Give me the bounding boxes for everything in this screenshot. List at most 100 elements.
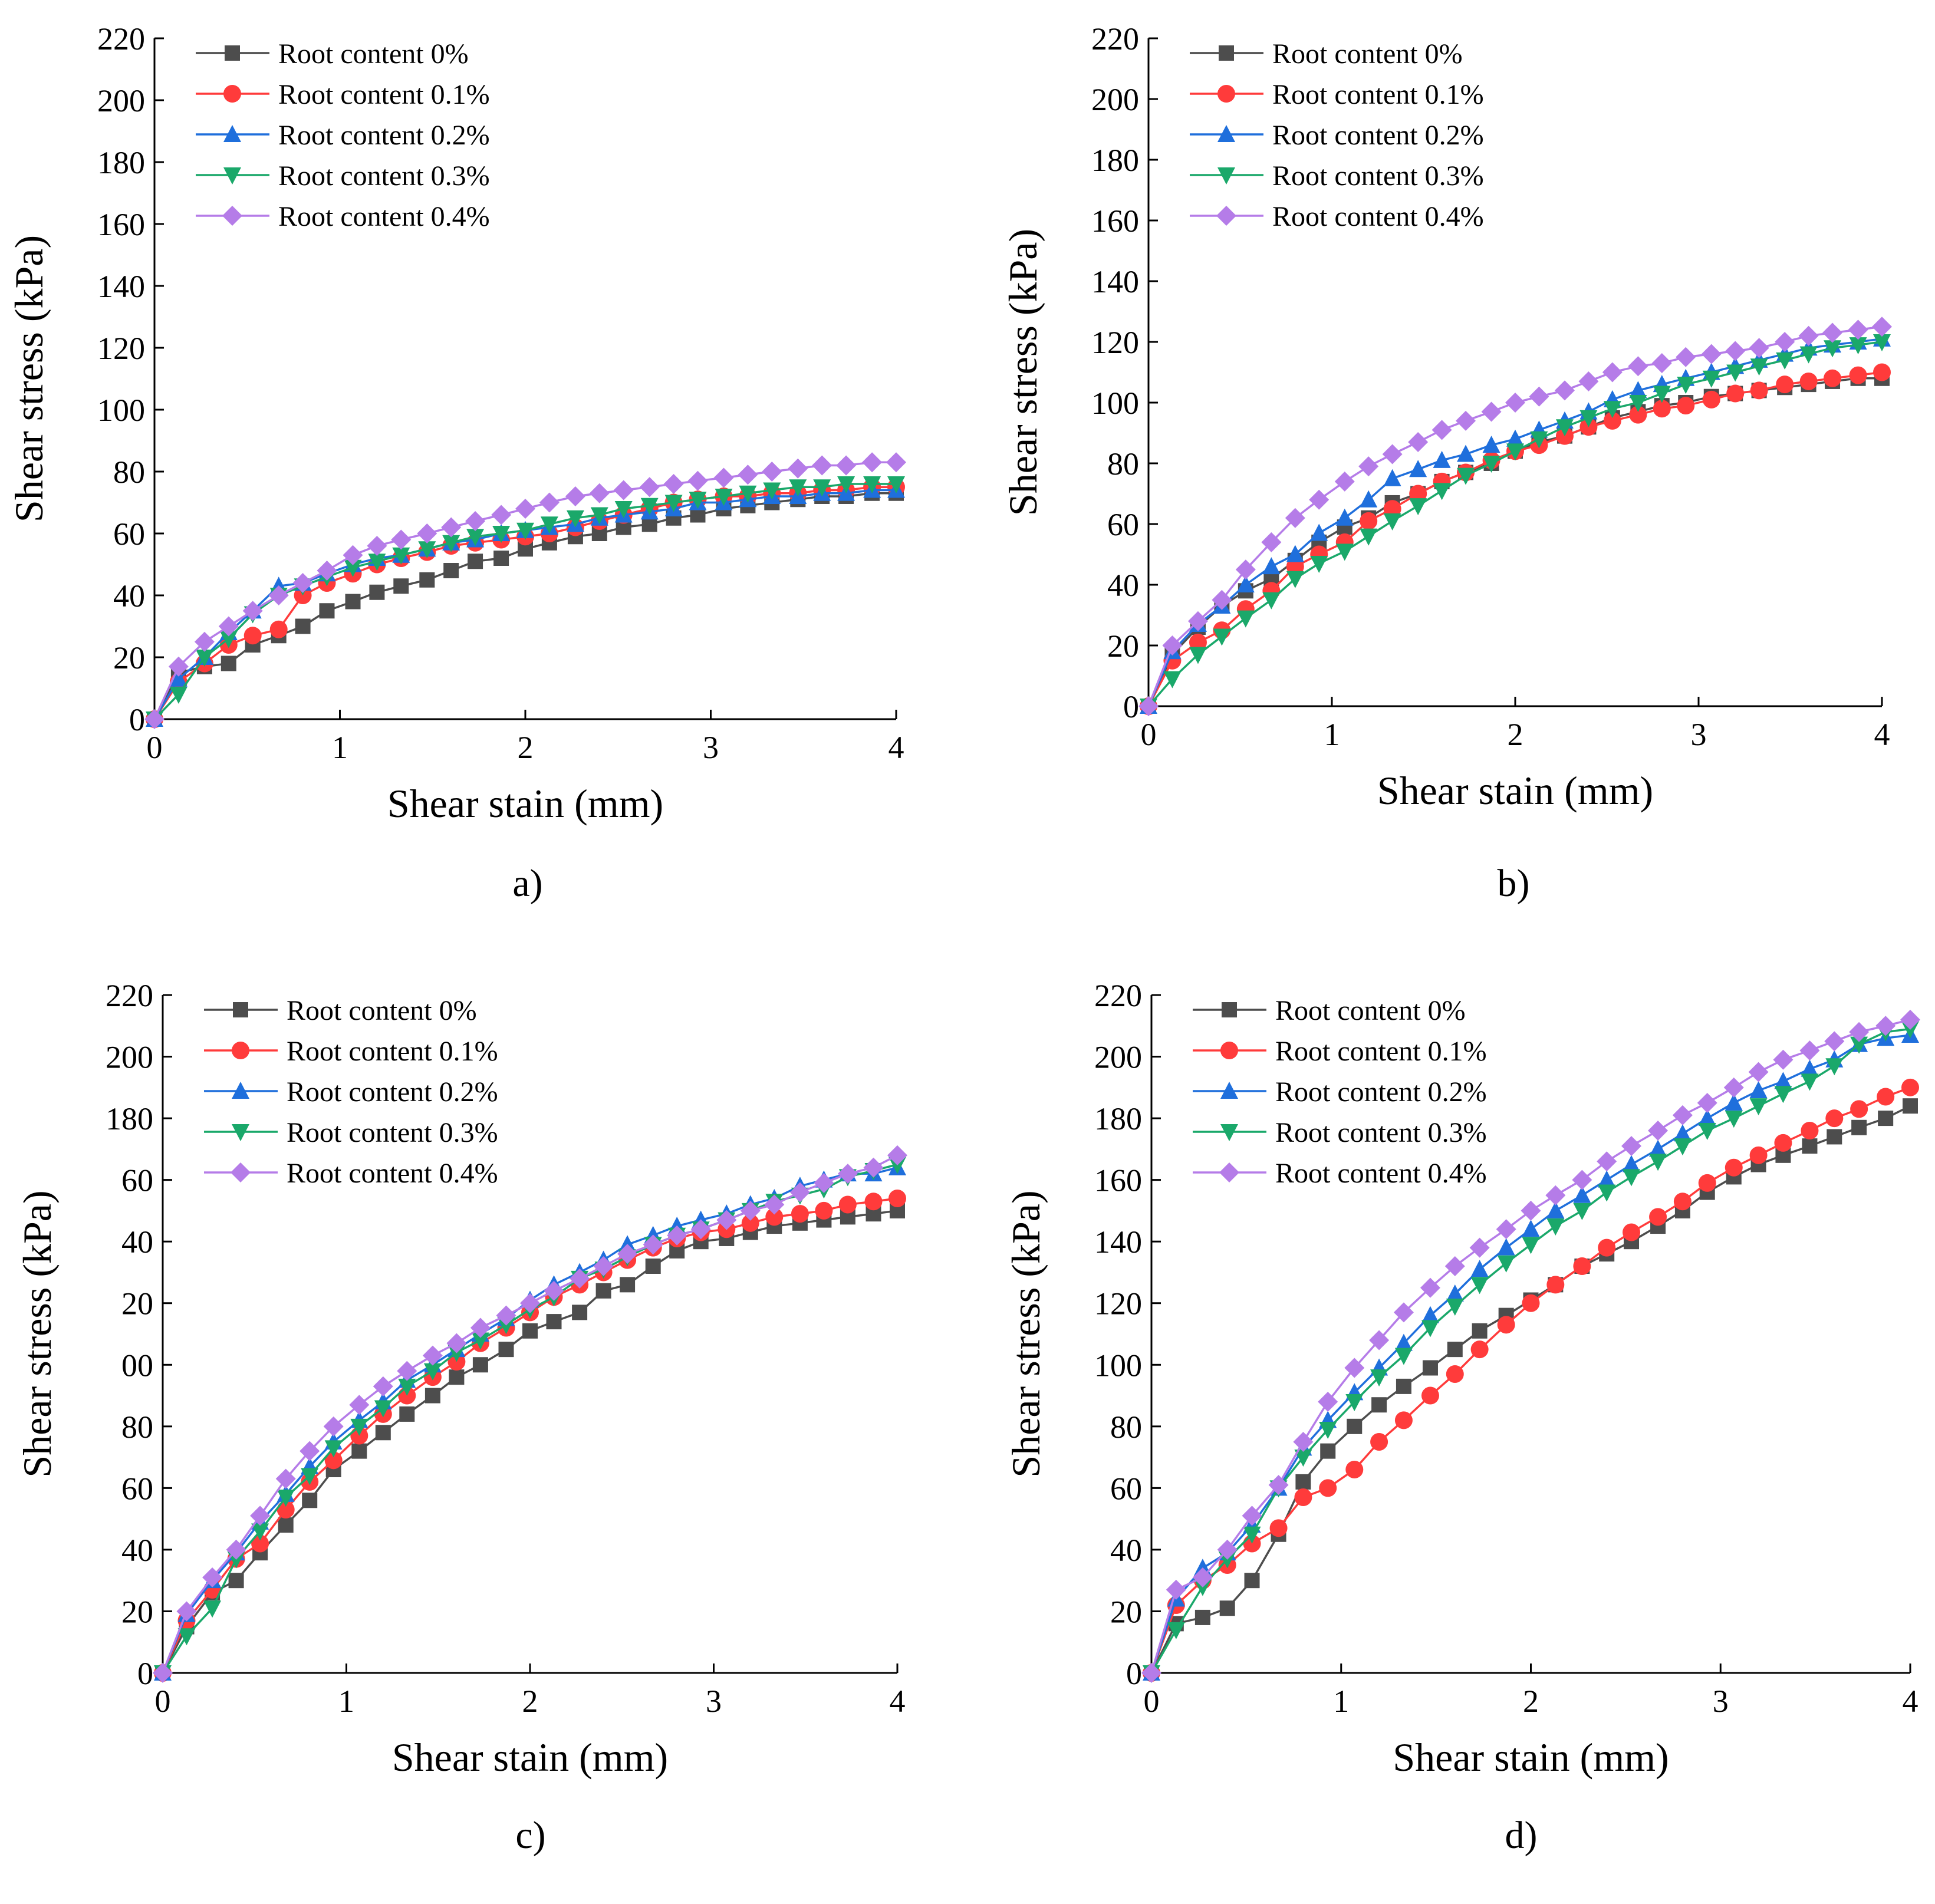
- data-point: [1394, 1348, 1413, 1365]
- data-point: [1774, 1134, 1792, 1152]
- data-point: [449, 1369, 465, 1385]
- y-tick-label: 40: [1110, 1533, 1142, 1568]
- data-point: [219, 631, 238, 648]
- data-point: [546, 1314, 562, 1330]
- legend-label: Root content 0.4%: [1272, 201, 1484, 232]
- data-point: [1824, 340, 1842, 358]
- y-tick-label: 200: [106, 1040, 153, 1075]
- y-tick-label: 60: [121, 1163, 153, 1198]
- data-point: [1748, 1062, 1769, 1082]
- data-point: [373, 1376, 393, 1396]
- data-point: [1447, 1342, 1463, 1358]
- data-point: [393, 578, 409, 594]
- data-point: [1801, 1122, 1819, 1139]
- data-point: [1901, 1078, 1919, 1096]
- legend-marker: [233, 1002, 248, 1017]
- data-point: [1371, 1397, 1387, 1413]
- legend-label: Root content 0.2%: [287, 1076, 498, 1108]
- y-tick-label: 80: [113, 454, 145, 490]
- data-point: [837, 476, 855, 493]
- data-point: [1775, 332, 1795, 352]
- data-point: [1192, 1567, 1213, 1587]
- legend-label: Root content 0.1%: [1275, 1036, 1487, 1067]
- x-tick-label: 4: [1874, 717, 1890, 752]
- legend-marker: [1219, 45, 1234, 61]
- data-point: [491, 505, 512, 525]
- data-point: [1470, 1340, 1489, 1359]
- data-point: [1334, 471, 1355, 492]
- data-point: [497, 1317, 515, 1335]
- data-point: [1774, 1086, 1792, 1103]
- data-point: [1345, 1461, 1364, 1478]
- data-point: [1798, 325, 1819, 346]
- data-point: [391, 529, 412, 550]
- data-point: [177, 1628, 196, 1646]
- data-point: [278, 1517, 294, 1533]
- data-point: [1629, 381, 1647, 398]
- data-point: [1409, 460, 1427, 477]
- data-point: [1420, 1277, 1440, 1298]
- data-point: [1521, 1200, 1541, 1221]
- data-point: [1335, 508, 1354, 526]
- data-point: [323, 1416, 344, 1437]
- series-0: [155, 1203, 905, 1681]
- y-tick-label: 140: [97, 269, 145, 304]
- data-point: [814, 1172, 834, 1193]
- y-tick-label: 60: [1107, 507, 1139, 542]
- data-point: [812, 455, 832, 476]
- y-tick-label: 220: [97, 21, 145, 57]
- y-tick-label: 180: [1094, 1101, 1142, 1137]
- data-point: [1162, 635, 1183, 655]
- data-point: [1422, 1360, 1438, 1376]
- data-point: [1799, 372, 1818, 390]
- series-line: [1150, 1019, 1911, 1674]
- legend-label: Root content 0.1%: [287, 1036, 498, 1067]
- data-point: [1648, 1121, 1669, 1141]
- data-point: [375, 1425, 391, 1441]
- legend-label: Root content 0.3%: [278, 160, 490, 192]
- data-point: [417, 523, 437, 543]
- y-axis-title: Shear stress (kPa): [15, 1190, 60, 1477]
- data-point: [1698, 1123, 1716, 1140]
- data-point: [399, 1406, 415, 1422]
- data-point: [1370, 1432, 1388, 1451]
- data-point: [169, 669, 187, 687]
- data-point: [1522, 1237, 1540, 1254]
- data-point: [1651, 353, 1672, 374]
- data-point: [640, 498, 659, 515]
- data-point: [1702, 370, 1720, 388]
- series-line: [1150, 1027, 1911, 1674]
- y-tick-label: 140: [1094, 1224, 1142, 1260]
- data-point: [1345, 1394, 1364, 1411]
- data-point: [1903, 1098, 1918, 1114]
- legend-marker: [1217, 85, 1235, 103]
- data-point: [1497, 1255, 1515, 1273]
- data-point: [1433, 450, 1451, 468]
- data-point: [465, 511, 486, 531]
- data-point: [1497, 1316, 1515, 1334]
- data-point: [815, 1201, 833, 1220]
- data-point: [1672, 1105, 1693, 1125]
- data-point: [447, 1345, 466, 1362]
- data-point: [1598, 1170, 1616, 1188]
- data-point: [1383, 513, 1401, 531]
- x-tick-label: 1: [1324, 717, 1340, 752]
- data-point: [1286, 545, 1304, 562]
- chart-panel-4: 0 20 40 60 80 100 120 140 160 180 200 220 0 1 2 3 4 Shear…: [1003, 978, 1920, 1857]
- data-point: [168, 656, 189, 677]
- y-tick-label: 120: [1094, 1286, 1142, 1322]
- data-point: [1470, 1277, 1489, 1294]
- data-point: [1878, 1111, 1894, 1126]
- data-point: [593, 1256, 614, 1276]
- legend: Root content 0% Root content 0.1% Root con…: [204, 995, 498, 1189]
- data-point: [1673, 1193, 1692, 1211]
- x-tick-label: 3: [703, 730, 719, 765]
- data-point: [1849, 366, 1867, 384]
- data-point: [544, 1280, 564, 1301]
- data-point: [763, 482, 781, 500]
- data-point: [1163, 671, 1182, 689]
- data-point: [1189, 633, 1207, 651]
- y-tick-label: 80: [1110, 1409, 1142, 1445]
- data-point: [1285, 508, 1305, 528]
- data-point: [1573, 1185, 1591, 1203]
